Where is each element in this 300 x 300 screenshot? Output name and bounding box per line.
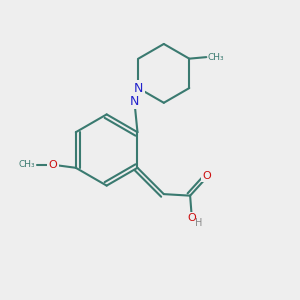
Text: N: N: [134, 82, 143, 94]
Text: H: H: [195, 218, 202, 228]
Text: CH₃: CH₃: [207, 52, 224, 62]
Text: O: O: [48, 160, 57, 170]
Text: O: O: [187, 213, 196, 223]
Text: N: N: [130, 95, 139, 108]
Text: CH₃: CH₃: [19, 160, 35, 169]
Text: O: O: [203, 170, 212, 181]
